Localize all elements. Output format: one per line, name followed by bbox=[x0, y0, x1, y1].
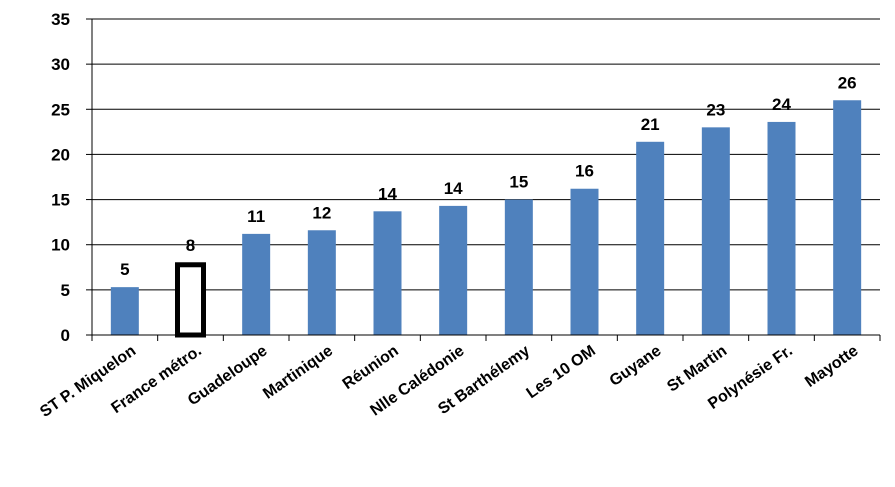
x-tick-label: Martinique bbox=[260, 342, 336, 402]
y-tick-label: 20 bbox=[51, 145, 70, 164]
bar bbox=[307, 230, 336, 335]
y-tick-label: 5 bbox=[61, 281, 70, 300]
x-tick-label: Les 10 OM bbox=[523, 342, 598, 402]
bar bbox=[504, 199, 533, 335]
bar bbox=[439, 205, 468, 335]
data-label: 26 bbox=[838, 73, 857, 92]
y-tick-label: 0 bbox=[61, 326, 70, 345]
bars bbox=[110, 100, 862, 338]
data-labels: 5 8 11 12 14 14 15 16 21 23 24 26 bbox=[120, 73, 857, 279]
bar bbox=[570, 188, 599, 335]
y-tick-label: 10 bbox=[51, 236, 70, 255]
y-tick-label: 30 bbox=[51, 55, 70, 74]
data-label: 8 bbox=[186, 236, 195, 255]
data-label: 12 bbox=[312, 203, 331, 222]
bar bbox=[767, 121, 796, 335]
gridlines bbox=[92, 18, 880, 336]
data-label: 14 bbox=[378, 184, 397, 203]
x-tick-label: Guyane bbox=[607, 342, 665, 390]
bar bbox=[833, 100, 862, 335]
x-tick-label: Réunion bbox=[340, 342, 402, 393]
bar bbox=[701, 127, 730, 335]
bar bbox=[636, 141, 665, 335]
bar bbox=[175, 262, 206, 338]
data-label: 24 bbox=[772, 95, 791, 114]
bar bbox=[242, 233, 271, 335]
bar bbox=[110, 287, 139, 335]
data-label: 14 bbox=[444, 179, 463, 198]
y-axis: 0 5 10 15 20 25 30 35 bbox=[51, 10, 93, 345]
y-tick-label: 25 bbox=[51, 100, 70, 119]
y-tick-label: 15 bbox=[51, 191, 70, 210]
data-label: 16 bbox=[575, 162, 594, 181]
y-tick-label: 35 bbox=[51, 10, 70, 29]
data-label: 11 bbox=[247, 207, 265, 226]
data-label: 5 bbox=[120, 260, 129, 279]
bar bbox=[373, 211, 402, 335]
data-label: 23 bbox=[706, 100, 725, 119]
data-label: 15 bbox=[509, 173, 528, 192]
x-tick-label: Mayotte bbox=[802, 342, 861, 391]
data-label: 21 bbox=[641, 115, 660, 134]
